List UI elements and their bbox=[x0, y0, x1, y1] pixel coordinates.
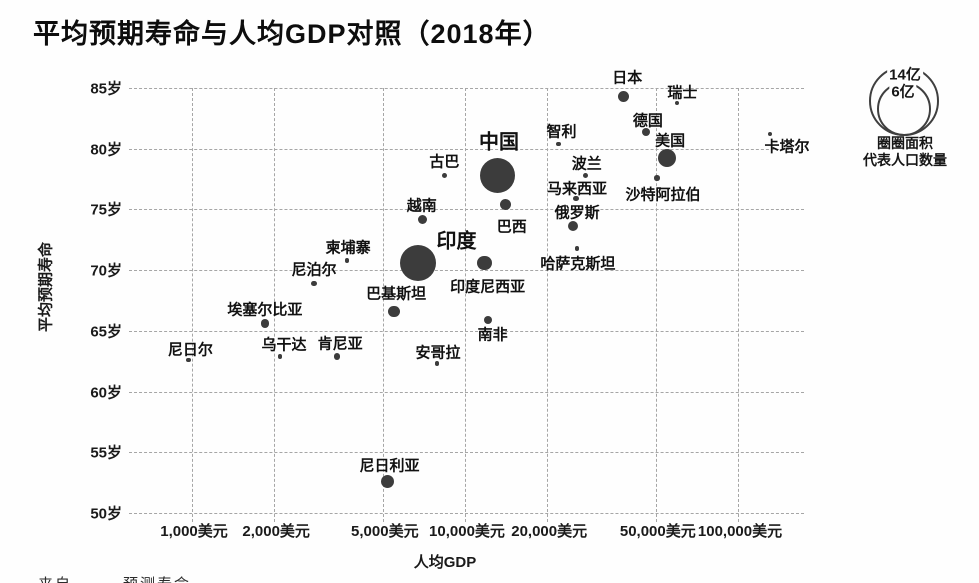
y-tick-label: 65岁 bbox=[90, 323, 122, 341]
country-label: 肯尼亚 bbox=[317, 335, 363, 353]
gridline-y bbox=[129, 270, 804, 272]
gridline-y bbox=[129, 209, 804, 211]
country-label: 尼日尔 bbox=[167, 341, 213, 359]
country-label: 印度尼西亚 bbox=[450, 278, 526, 296]
country-bubble bbox=[418, 214, 428, 224]
country-bubble bbox=[568, 221, 579, 232]
country-bubble bbox=[583, 172, 589, 179]
country-label: 柬埔寨 bbox=[325, 239, 371, 257]
country-label: 巴西 bbox=[496, 218, 527, 236]
footnote-text-clipped: 来自…… 预测寿命…… bbox=[38, 573, 225, 583]
y-tick-label: 70岁 bbox=[90, 262, 122, 280]
y-tick-label: 85岁 bbox=[90, 80, 122, 98]
country-bubble bbox=[658, 149, 677, 168]
legend-caption-line2: 代表人口数量 bbox=[863, 152, 947, 168]
country-label: 尼日利亚 bbox=[359, 457, 420, 475]
gridline-y bbox=[129, 148, 804, 150]
country-bubble bbox=[311, 280, 317, 287]
y-tick-label: 80岁 bbox=[90, 141, 122, 159]
country-bubble bbox=[556, 141, 561, 147]
country-label: 波兰 bbox=[571, 155, 602, 173]
country-label: 瑞士 bbox=[667, 84, 698, 102]
country-bubble bbox=[388, 305, 400, 318]
country-label: 智利 bbox=[546, 123, 577, 141]
gridline-x bbox=[738, 88, 739, 522]
country-label: 日本 bbox=[612, 69, 643, 86]
country-bubble bbox=[500, 198, 512, 211]
country-label: 乌干达 bbox=[261, 336, 307, 354]
country-bubble bbox=[441, 172, 448, 179]
gridline-x bbox=[382, 88, 384, 522]
country-label: 尼泊尔 bbox=[291, 261, 337, 278]
gridline-y bbox=[129, 391, 804, 393]
gridline-y bbox=[129, 513, 804, 514]
gridline-y bbox=[129, 88, 804, 89]
country-label: 俄罗斯 bbox=[554, 204, 600, 222]
gridline-x bbox=[465, 88, 466, 522]
country-bubble bbox=[675, 100, 680, 105]
country-label: 印度 bbox=[436, 230, 477, 253]
country-label: 安哥拉 bbox=[415, 344, 461, 362]
country-label: 哈萨克斯坦 bbox=[540, 255, 616, 273]
country-bubble bbox=[617, 91, 629, 102]
country-bubble bbox=[277, 354, 283, 359]
x-tick-label: 100,000美元 bbox=[697, 523, 783, 540]
y-tick-label: 60岁 bbox=[90, 384, 122, 402]
x-tick-label: 2,000美元 bbox=[242, 523, 310, 540]
chart-title: 平均预期寿命与人均GDP对照（2018年） bbox=[33, 19, 551, 49]
country-label: 中国 bbox=[479, 131, 519, 154]
gridline-x bbox=[547, 88, 549, 522]
country-label: 南非 bbox=[477, 326, 508, 344]
country-bubble bbox=[483, 315, 492, 324]
gridline-x bbox=[655, 88, 657, 522]
gridline-x bbox=[274, 88, 276, 522]
x-tick-label: 20,000美元 bbox=[511, 523, 588, 540]
country-label: 卡塔尔 bbox=[764, 138, 810, 156]
y-axis-title: 平均预期寿命 bbox=[37, 241, 55, 333]
country-label: 沙特阿拉伯 bbox=[625, 186, 701, 204]
country-bubble bbox=[573, 195, 579, 202]
y-tick-label: 50岁 bbox=[90, 505, 122, 523]
country-label: 越南 bbox=[406, 197, 437, 215]
country-bubble bbox=[399, 244, 436, 281]
gridline-x bbox=[192, 88, 193, 522]
x-tick-label: 5,000美元 bbox=[351, 523, 419, 540]
country-label: 巴基斯坦 bbox=[366, 285, 427, 303]
country-bubble bbox=[654, 175, 660, 181]
gridline-y bbox=[129, 330, 804, 332]
x-tick-label: 1,000美元 bbox=[160, 523, 228, 540]
country-bubble bbox=[479, 157, 515, 193]
country-bubble bbox=[574, 245, 580, 251]
country-bubble bbox=[477, 255, 492, 271]
legend-outer-label: 14亿 bbox=[887, 63, 923, 85]
country-bubble bbox=[186, 357, 191, 363]
x-axis-title: 人均GDP bbox=[413, 554, 477, 571]
country-label: 埃塞尔比亚 bbox=[227, 301, 303, 319]
country-bubble bbox=[333, 353, 341, 360]
country-label: 德国 bbox=[632, 112, 663, 130]
country-bubble bbox=[641, 127, 650, 136]
y-tick-label: 55岁 bbox=[90, 444, 122, 462]
y-tick-label: 75岁 bbox=[90, 201, 122, 219]
legend-caption-line1: 圈圈面积 bbox=[877, 135, 933, 151]
country-bubble bbox=[768, 132, 772, 137]
country-label: 美国 bbox=[655, 132, 686, 150]
country-bubble bbox=[260, 319, 270, 328]
country-bubble bbox=[380, 474, 395, 489]
country-bubble bbox=[434, 361, 440, 366]
x-tick-label: 10,000美元 bbox=[429, 523, 505, 540]
country-label: 马来西亚 bbox=[546, 180, 607, 197]
country-bubble bbox=[344, 258, 350, 263]
x-tick-label: 50,000美元 bbox=[619, 523, 696, 540]
country-label: 古巴 bbox=[429, 153, 460, 171]
legend-inner-label: 6亿 bbox=[889, 80, 917, 102]
gridline-y bbox=[129, 452, 804, 454]
